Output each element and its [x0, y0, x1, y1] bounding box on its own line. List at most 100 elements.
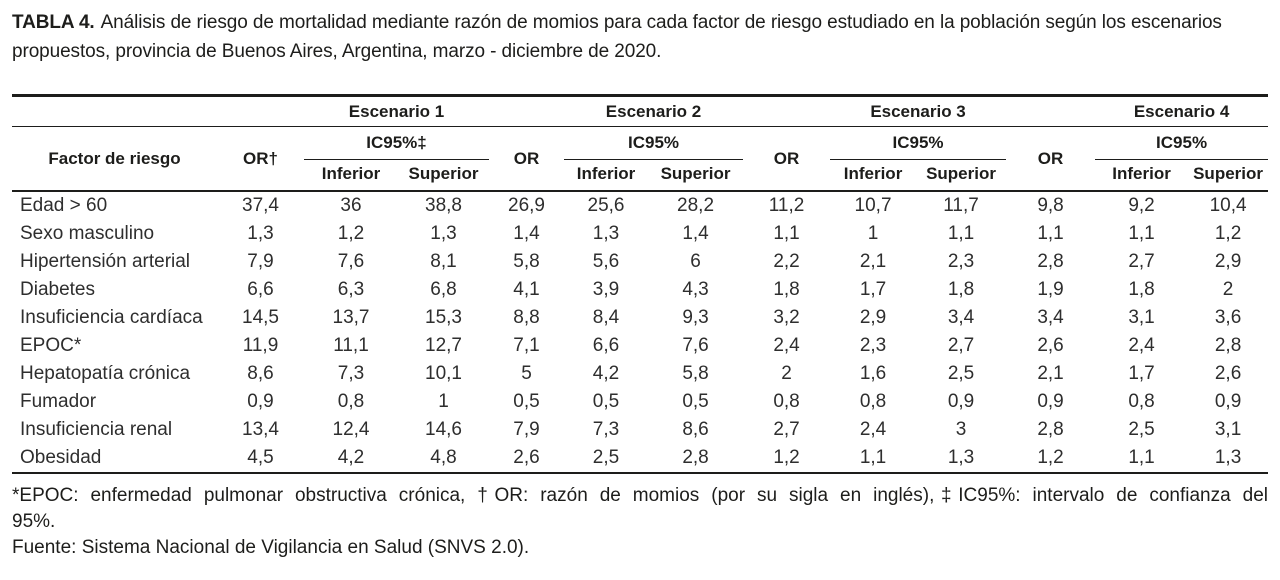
table-cell: 1,1 [773, 223, 800, 244]
table-row: EPOC* 11,9 11,1 12,7 7,1 6,6 7,6 2,4 2,3 2,7 2,6 2,… [12, 332, 1268, 360]
table-cell: 14,5 [242, 307, 279, 328]
table-cell: 1,1 [947, 223, 975, 244]
inferior-header-4: Inferior [1112, 164, 1171, 183]
table-cell: 37,4 [242, 195, 279, 216]
table-cell: 1,1 [1128, 223, 1155, 244]
or-column-header-2: OR [513, 148, 540, 168]
table-cell: 6,8 [430, 279, 457, 300]
or-column-header-4: OR [1037, 148, 1064, 168]
table-cell: 5,8 [513, 251, 540, 272]
table-cell: 0,9 [1214, 391, 1242, 412]
footnote-abbreviations-line2: 95%. [12, 511, 56, 532]
table-cell: 7,6 [337, 251, 365, 272]
table-cell: 0,9 [1037, 391, 1064, 412]
table-cell: 0,9 [247, 391, 274, 412]
table-cell: 14,6 [425, 419, 462, 440]
table-cell: 2,7 [1128, 251, 1155, 272]
table-cell: 7,6 [682, 335, 709, 356]
table-cell: 3,6 [1214, 307, 1242, 328]
table-cell: 3,4 [947, 307, 975, 328]
table-cell: 7,9 [247, 251, 274, 272]
table-cell: 1,1 [1128, 447, 1155, 468]
table-cell: 2,5 [947, 363, 975, 384]
header-spacer [12, 96, 304, 127]
table-cell: 8,4 [592, 307, 620, 328]
table-cell: 4,2 [337, 447, 365, 468]
table-cell: 2,8 [1214, 335, 1242, 356]
table-cell: 1,6 [859, 363, 887, 384]
table-row: Sexo masculino 1,3 1,2 1,3 1,4 1,3 1,4 1,1 1 1,1 1… [12, 220, 1268, 248]
footnote-abbreviations-line1: *EPOC: enfermedad pulmonar obstructiva c… [12, 485, 1268, 506]
table-cell: 2,3 [859, 335, 887, 356]
table-cell: 8,1 [430, 251, 457, 272]
row-label: Hepatopatía crónica [20, 363, 191, 384]
table-cell: 7,1 [513, 335, 540, 356]
table-cell: 1,8 [1128, 279, 1155, 300]
table-cell: 2,6 [1037, 335, 1064, 356]
scenario-header-row: Escenario 1 Escenario 2 Escenario 3 Esce… [12, 96, 1269, 127]
table-cell: 5,8 [682, 363, 709, 384]
table-cell: 6,6 [247, 279, 274, 300]
table-cell: 12,7 [425, 335, 462, 356]
table-cell: 7,9 [513, 419, 540, 440]
superior-header-4: Superior [1193, 164, 1263, 183]
table-cell: 2,5 [1128, 419, 1155, 440]
table-cell: 2,1 [859, 251, 887, 272]
table-cell: 8,6 [682, 419, 709, 440]
table-cell: 9,8 [1037, 195, 1064, 216]
table-cell: 4,1 [513, 279, 540, 300]
scenario-4-header: Escenario 4 [1133, 101, 1230, 121]
table-cell: 2 [781, 363, 792, 384]
table-cell: 13,7 [332, 307, 370, 328]
table-cell: 1,2 [1037, 447, 1064, 468]
table-cell: 1 [867, 223, 879, 244]
table-cell: 1,7 [859, 279, 887, 300]
table-row: Edad > 60 37,4 36 38,8 26,9 25,6 28,2 11,2 10,7 1… [12, 191, 1268, 220]
table-cell: 11,1 [333, 335, 369, 356]
ic-header-row: Factor de riesgo OR† IC95%‡ OR IC95% OR … [12, 126, 1269, 168]
table-cell: 0,5 [592, 391, 620, 412]
table-cell: 11,7 [943, 195, 979, 216]
table-cell: 6,3 [337, 279, 365, 300]
table-cell: 2,4 [859, 419, 887, 440]
table-cell: 36 [340, 195, 362, 216]
table-row: Hipertensión arterial 7,9 7,6 8,1 5,8 5,6 6 2,2… [12, 248, 1268, 276]
scenario-3-header: Escenario 3 [870, 101, 966, 121]
table-cell: 7,3 [337, 363, 365, 384]
table-cell: 0,5 [682, 391, 709, 412]
table-cell: 7,3 [592, 419, 620, 440]
bound-header-row: Inferior Superior Inferior Superior Infe… [12, 160, 1268, 192]
scenario-2-header: Escenario 2 [605, 101, 702, 121]
table-cell: 1,3 [430, 223, 457, 244]
table-cell: 0,5 [513, 391, 540, 412]
table-cell: 5,6 [592, 251, 620, 272]
table-cell: 0,8 [1128, 391, 1155, 412]
table-cell: 12,4 [332, 419, 370, 440]
table-cell: 0,9 [947, 391, 975, 412]
table-cell: 3,1 [1128, 307, 1155, 328]
factor-column-header: Factor de riesgo [48, 148, 181, 168]
table-row: Obesidad 4,5 4,2 4,8 2,6 2,5 2,8 1,2 1,1 1,3 1,2 1,… [12, 444, 1268, 473]
table-cell: 1,2 [337, 223, 365, 244]
table-header: Escenario 1 Escenario 2 Escenario 3 Esce… [12, 96, 1269, 192]
table-cell: 0,8 [859, 391, 887, 412]
table-cell: 2,8 [682, 447, 709, 468]
table-cell: 2,3 [947, 251, 975, 272]
table-cell: 4,2 [592, 363, 620, 384]
table-cell: 2 [1222, 279, 1234, 300]
table-cell: 15,3 [425, 307, 462, 328]
table-row: Insuficiencia cardíaca 14,5 13,7 15,3 8,8 8,4… [12, 304, 1268, 332]
table-cell: 1,2 [773, 447, 800, 468]
table-cell: 1,3 [1214, 447, 1242, 468]
table-cell: 4,8 [430, 447, 457, 468]
table-cell: 0,8 [337, 391, 365, 412]
table-cell: 3,2 [773, 307, 800, 328]
table-cell: 10,7 [854, 195, 892, 216]
table-cell: 1,4 [682, 223, 709, 244]
superior-header-1: Superior [408, 164, 479, 183]
table-cell: 10,4 [1209, 195, 1247, 216]
ic95-header-1: IC95%‡ [304, 126, 490, 160]
table-cell: 2,6 [1214, 363, 1242, 384]
table-cell: 4,5 [247, 447, 274, 468]
table-cell: 6,6 [592, 335, 620, 356]
